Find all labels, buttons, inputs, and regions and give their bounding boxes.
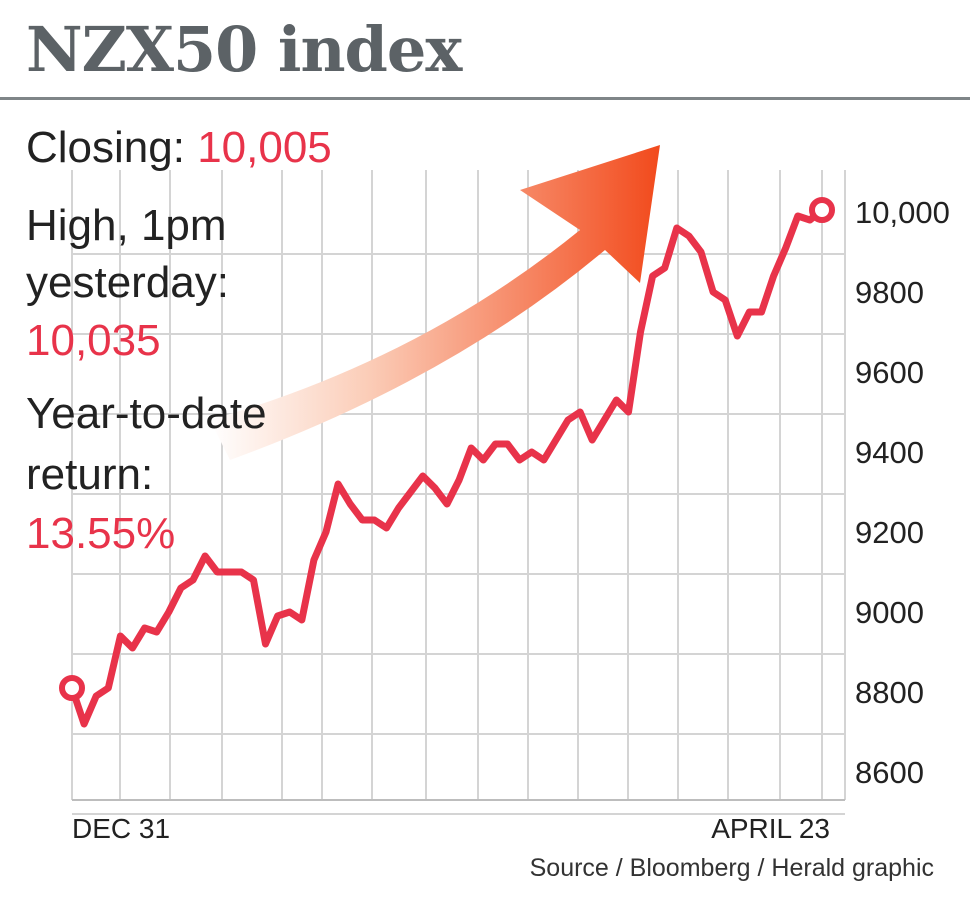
end-point-marker [809, 197, 835, 223]
closing-stat: Closing: 10,005 [26, 120, 332, 176]
closing-label: Closing: [26, 123, 198, 172]
series-line [68, 206, 826, 728]
y-tick-label: 9000 [855, 595, 924, 630]
title-divider [0, 97, 970, 100]
y-axis-labels: 8600 8800 9000 9200 9400 9600 9800 10,000 [855, 195, 950, 790]
y-tick-label: 9800 [855, 275, 924, 310]
start-point-marker [59, 675, 85, 701]
y-tick-label: 9200 [855, 515, 924, 550]
y-tick-label: 10,000 [855, 195, 950, 230]
ytd-label-line-2: return: [26, 450, 154, 499]
source-credit: Source / Bloomberg / Herald graphic [529, 854, 934, 882]
x-tick-label-start: DEC 31 [72, 813, 170, 844]
x-axis-labels: DEC 31 APRIL 23 [72, 813, 830, 844]
ytd-value: 13.55% [26, 509, 176, 558]
y-tick-label: 9600 [855, 355, 924, 390]
chart-gridlines [71, 170, 846, 815]
chart-title: NZX50 index [26, 13, 462, 86]
ytd-label-line-1: Year-to-date [26, 389, 267, 438]
y-tick-label: 8800 [855, 675, 924, 710]
high-label-line-1: High, 1pm [26, 201, 227, 250]
x-tick-label-end: APRIL 23 [711, 813, 830, 844]
closing-value: 10,005 [197, 123, 332, 172]
trend-arrow-icon [210, 145, 660, 460]
chart-series [59, 197, 835, 728]
y-tick-label: 9400 [855, 435, 924, 470]
high-value: 10,035 [26, 316, 161, 365]
y-tick-label: 8600 [855, 755, 924, 790]
high-label-line-2: yesterday: [26, 258, 229, 307]
